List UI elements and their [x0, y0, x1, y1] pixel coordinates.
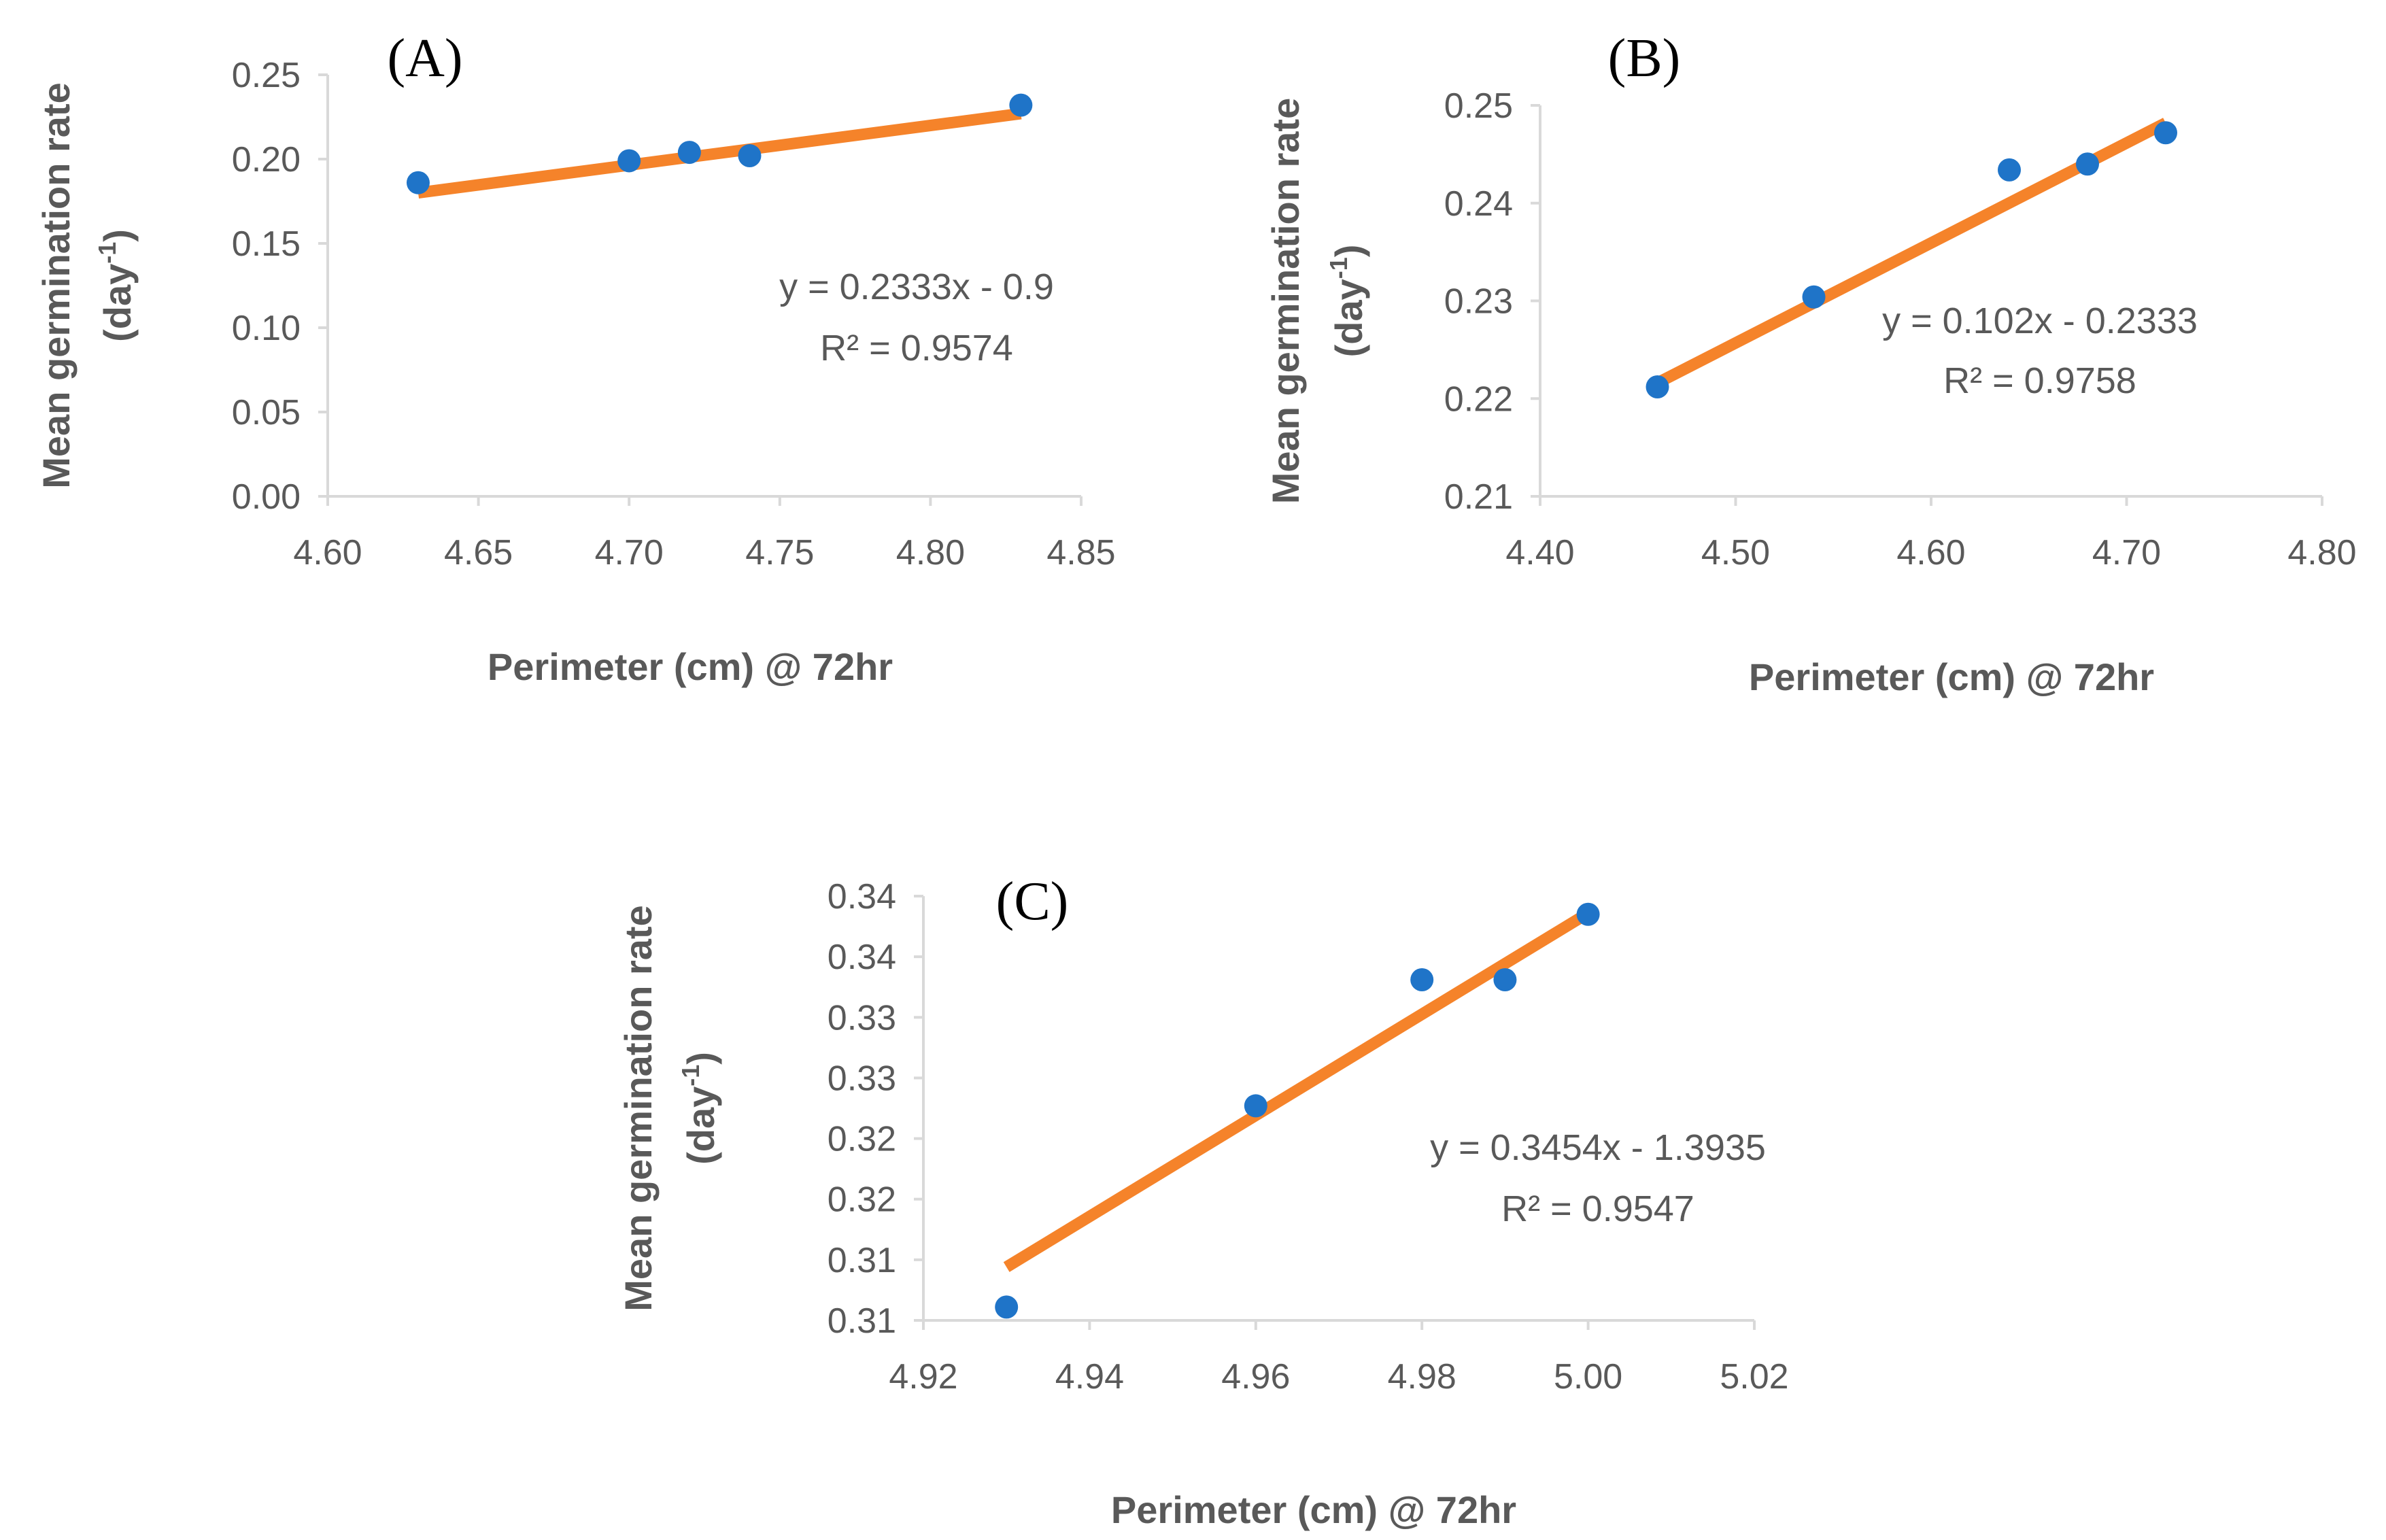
x-axis-title: Perimeter (cm) @ 72hr [488, 645, 893, 688]
data-point [617, 149, 641, 173]
y-axis-unit-superscript: -1 [1325, 257, 1352, 279]
x-tick-label: 4.50 [1701, 533, 1770, 572]
y-tick-label: 0.33 [828, 1059, 896, 1098]
r-squared-label: R² = 0.9547 [1501, 1188, 1694, 1229]
x-tick-label: 4.94 [1055, 1357, 1124, 1397]
y-tick-label: 0.34 [828, 938, 896, 977]
y-tick-label: 0.33 [828, 998, 896, 1038]
panel-label: (C) [996, 872, 1069, 931]
x-tick-label: 4.98 [1388, 1357, 1456, 1397]
y-tick-label: 0.34 [828, 877, 896, 917]
y-tick-label: 0.32 [828, 1120, 896, 1159]
panel-2: 0.21 0.22 0.23 0.24 0.25 4.40 4.50 4.60 4.70 4.80… [1264, 29, 2357, 698]
data-point [1493, 968, 1517, 992]
y-axis-title-line2: (day-1) [677, 1052, 722, 1165]
x-tick-label: 4.85 [1046, 533, 1115, 572]
trend-equation: y = 0.102x - 0.2333 [1882, 301, 2198, 341]
data-point [1998, 158, 2021, 182]
x-tick-label: 4.80 [896, 533, 965, 572]
x-tick-label: 4.96 [1221, 1357, 1290, 1397]
data-point [1244, 1094, 1267, 1118]
x-tick-label: 4.40 [1505, 533, 1574, 572]
y-tick-label: 0.15 [232, 224, 301, 264]
y-tick-label: 0.20 [232, 140, 301, 179]
y-axis-unit-close: ) [1327, 245, 1370, 258]
y-tick-label: 0.10 [232, 309, 301, 348]
y-tick-label: 0.23 [1444, 282, 1513, 322]
data-point [995, 1295, 1019, 1319]
y-axis-unit-superscript: -1 [93, 242, 121, 264]
x-axis-title: Perimeter (cm) @ 72hr [1111, 1488, 1516, 1531]
x-tick-label: 4.80 [2287, 533, 2356, 572]
y-axis-title-line1: Mean germination rate [617, 905, 660, 1311]
trendline [417, 107, 1022, 199]
y-axis-unit-superscript: -1 [677, 1065, 704, 1086]
y-axis-unit: (day [96, 264, 139, 342]
x-tick-label: 4.92 [889, 1357, 957, 1397]
y-tick-label: 0.05 [232, 393, 301, 432]
y-tick-label: 0.22 [1444, 379, 1513, 419]
x-axis-title: Perimeter (cm) @ 72hr [1749, 655, 2154, 698]
trend-equation: y = 0.3454x - 1.3935 [1430, 1127, 1766, 1168]
y-axis-unit-close: ) [96, 229, 139, 242]
y-axis-title-line1: Mean germination rate [1264, 98, 1307, 504]
data-point [1009, 93, 1033, 117]
y-axis-title-line2: (day-1) [1325, 245, 1370, 358]
y-axis-unit-close: ) [679, 1052, 722, 1065]
data-point [1410, 968, 1434, 992]
data-point [1646, 375, 1669, 398]
data-point [1802, 285, 1826, 309]
r-squared-label: R² = 0.9758 [1943, 360, 2136, 401]
y-tick-label: 0.31 [828, 1241, 896, 1280]
r-squared-label: R² = 0.9574 [820, 328, 1013, 369]
x-tick-label: 4.60 [1896, 533, 1965, 572]
x-tick-label: 5.02 [1720, 1357, 1788, 1397]
y-tick-label: 0.24 [1444, 184, 1513, 224]
x-tick-label: 4.60 [293, 533, 362, 572]
y-tick-label: 0.32 [828, 1180, 896, 1220]
panel-3: 0.31 0.31 0.32 0.32 0.33 0.33 0.34 0.34 4.92 4.94… [617, 872, 1789, 1531]
y-axis-unit: (day [679, 1086, 722, 1165]
trendline [1003, 908, 1592, 1272]
panel-label: (B) [1608, 29, 1681, 88]
y-axis-title-line2: (day-1) [93, 229, 139, 342]
x-tick-label: 4.75 [745, 533, 814, 572]
y-tick-label: 0.25 [232, 56, 301, 95]
data-point [2076, 152, 2099, 176]
trend-equation: y = 0.2333x - 0.9 [779, 267, 1054, 307]
data-point [1576, 902, 1600, 926]
y-tick-label: 0.31 [828, 1301, 896, 1341]
data-point [738, 144, 762, 168]
x-tick-label: 5.00 [1554, 1357, 1622, 1397]
y-tick-label: 0.25 [1444, 86, 1513, 126]
data-point [2154, 121, 2177, 145]
x-tick-label: 4.70 [2092, 533, 2161, 572]
data-point [677, 141, 701, 165]
panel-1: 0.00 0.05 0.10 0.15 0.20 0.25 4.60 4.65 4.70 4.75… [35, 29, 1116, 688]
y-axis-title-line1: Mean germination rate [35, 82, 78, 488]
y-tick-label: 0.00 [232, 477, 301, 517]
x-tick-label: 4.70 [595, 533, 664, 572]
data-point [406, 171, 430, 194]
x-tick-label: 4.65 [444, 533, 513, 572]
y-tick-label: 0.21 [1444, 477, 1513, 517]
panel-label: (A) [387, 29, 462, 88]
y-axis-unit: (day [1327, 279, 1370, 357]
